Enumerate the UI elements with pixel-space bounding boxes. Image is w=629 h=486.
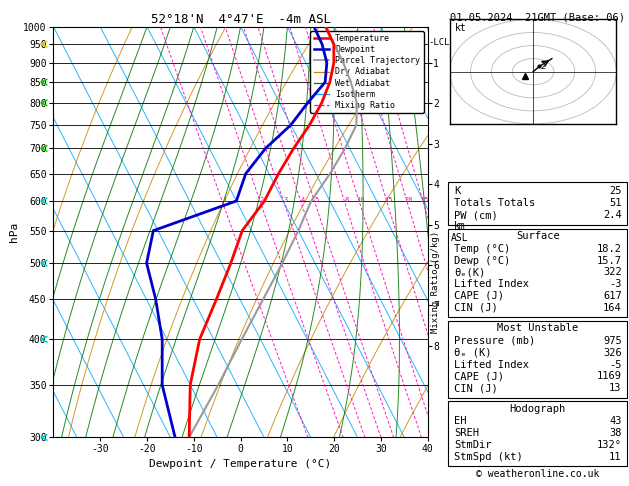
Text: 4: 4 bbox=[301, 197, 304, 204]
Text: PW (cm): PW (cm) bbox=[454, 210, 498, 220]
Legend: Temperature, Dewpoint, Parcel Trajectory, Dry Adiabat, Wet Adiabat, Isotherm, Mi: Temperature, Dewpoint, Parcel Trajectory… bbox=[310, 31, 423, 113]
Text: EH: EH bbox=[454, 417, 466, 427]
Text: 975: 975 bbox=[603, 336, 621, 346]
Text: Hodograph: Hodograph bbox=[509, 403, 566, 414]
Text: 322: 322 bbox=[603, 267, 621, 278]
Text: 8: 8 bbox=[344, 197, 348, 204]
Text: 15: 15 bbox=[384, 197, 392, 204]
Text: 1: 1 bbox=[222, 197, 226, 204]
Text: 1169: 1169 bbox=[597, 371, 621, 382]
Text: 20: 20 bbox=[404, 197, 413, 204]
Text: Lifted Index: Lifted Index bbox=[454, 279, 529, 289]
Text: 2: 2 bbox=[260, 197, 264, 204]
Text: Most Unstable: Most Unstable bbox=[497, 323, 579, 333]
Text: CAPE (J): CAPE (J) bbox=[454, 291, 504, 301]
Text: 11: 11 bbox=[610, 452, 621, 462]
Text: Surface: Surface bbox=[516, 231, 560, 241]
Text: -LCL: -LCL bbox=[428, 38, 450, 47]
Y-axis label: hPa: hPa bbox=[9, 222, 19, 242]
Text: StmDir: StmDir bbox=[454, 440, 491, 450]
Bar bbox=[448, 182, 627, 226]
Text: -5: -5 bbox=[610, 360, 621, 369]
Text: Pressure (mb): Pressure (mb) bbox=[454, 336, 535, 346]
Bar bbox=[448, 229, 627, 317]
Text: kt: kt bbox=[455, 22, 467, 33]
Text: 25: 25 bbox=[610, 186, 621, 196]
Text: Lifted Index: Lifted Index bbox=[454, 360, 529, 369]
Text: 25: 25 bbox=[420, 197, 429, 204]
Text: 5: 5 bbox=[314, 197, 318, 204]
Bar bbox=[448, 321, 627, 398]
Text: Mixing Ratio (g/kg): Mixing Ratio (g/kg) bbox=[431, 231, 440, 333]
Text: 10: 10 bbox=[357, 197, 365, 204]
Text: CAPE (J): CAPE (J) bbox=[454, 371, 504, 382]
Text: 2: 2 bbox=[540, 62, 545, 70]
Text: Totals Totals: Totals Totals bbox=[454, 198, 535, 208]
Text: 132°: 132° bbox=[597, 440, 621, 450]
Text: 3: 3 bbox=[283, 197, 287, 204]
Text: StmSpd (kt): StmSpd (kt) bbox=[454, 452, 523, 462]
Text: Temp (°C): Temp (°C) bbox=[454, 244, 510, 254]
Text: 617: 617 bbox=[603, 291, 621, 301]
Bar bbox=[448, 401, 627, 466]
Text: CIN (J): CIN (J) bbox=[454, 383, 498, 393]
Text: Dewp (°C): Dewp (°C) bbox=[454, 256, 510, 265]
Text: 51: 51 bbox=[610, 198, 621, 208]
Text: SREH: SREH bbox=[454, 428, 479, 438]
Text: θₑ(K): θₑ(K) bbox=[454, 267, 485, 278]
Text: © weatheronline.co.uk: © weatheronline.co.uk bbox=[476, 469, 599, 479]
Y-axis label: km
ASL: km ASL bbox=[451, 221, 469, 243]
Text: CIN (J): CIN (J) bbox=[454, 303, 498, 312]
Text: 01.05.2024  21GMT (Base: 06): 01.05.2024 21GMT (Base: 06) bbox=[450, 12, 625, 22]
Text: 18.2: 18.2 bbox=[597, 244, 621, 254]
Text: 164: 164 bbox=[603, 303, 621, 312]
Text: 13: 13 bbox=[610, 383, 621, 393]
Title: 52°18'N  4°47'E  -4m ASL: 52°18'N 4°47'E -4m ASL bbox=[150, 13, 331, 26]
Text: -3: -3 bbox=[610, 279, 621, 289]
X-axis label: Dewpoint / Temperature (°C): Dewpoint / Temperature (°C) bbox=[150, 458, 331, 469]
Text: 43: 43 bbox=[610, 417, 621, 427]
Text: 15.7: 15.7 bbox=[597, 256, 621, 265]
Text: K: K bbox=[454, 186, 460, 196]
Text: 2.4: 2.4 bbox=[603, 210, 621, 220]
Text: θₑ (K): θₑ (K) bbox=[454, 347, 491, 358]
Text: 38: 38 bbox=[610, 428, 621, 438]
Text: 326: 326 bbox=[603, 347, 621, 358]
